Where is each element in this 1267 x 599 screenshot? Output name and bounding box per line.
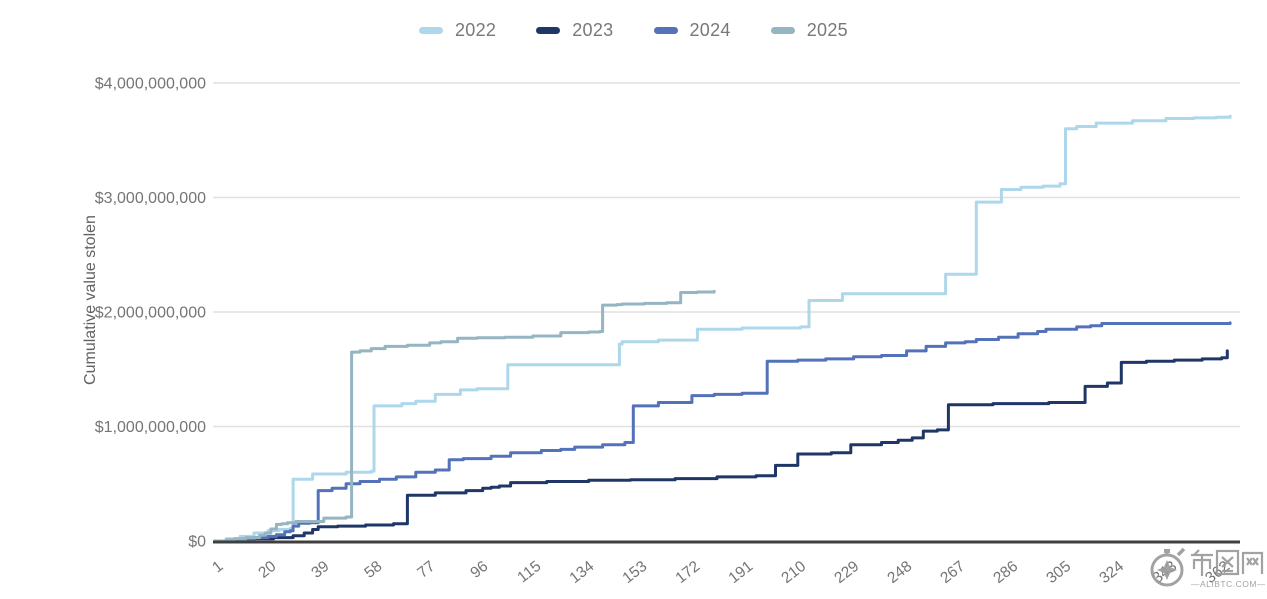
series-line-2025 [213,289,716,543]
x-tick-label: 115 [514,558,544,587]
x-tick-label: 248 [884,558,915,587]
legend-item-2022[interactable]: 2022 [419,20,496,41]
x-tick-label: 20 [255,558,279,582]
x-tick-label: 267 [937,558,968,587]
x-tick-label: 191 [725,558,756,587]
x-tick-label: 324 [1096,558,1127,588]
gridlines [213,82,1240,428]
x-tick-labels: 1 20 39 58 77 96 115 134 153 172 191 210 229 248 267 28… [209,558,1233,588]
y-tick-label: $3,000,000,000 [95,190,206,207]
legend-swatch-2022 [419,27,443,34]
x-tick-label: 1 [209,558,226,577]
legend-swatch-2024 [653,27,678,34]
x-tick-label: 229 [831,558,862,587]
y-tick-label: $4,000,000,000 [95,76,206,93]
y-tick-labels: $0 $1,000,000,000 $2,000,000,000 $3,000,000… [95,76,206,551]
x-tick-label: 96 [467,558,491,582]
y-axis-title-text: Cumulative value stolen [81,214,99,385]
x-tick-label: 153 [619,558,650,587]
legend-label-2024: 2024 [689,20,731,40]
legend-swatch-2025 [770,27,795,34]
watermark-url: —ALIBTC.COM— [1191,579,1265,589]
x-tick-label: 305 [1043,558,1074,587]
x-tick-label: 39 [308,558,332,582]
watermark-star [1157,560,1177,580]
x-tick-label: 134 [566,558,597,588]
x-tick-label: 77 [414,558,438,582]
legend-label-2022: 2022 [455,20,497,40]
watermark-stopwatch-icon [1150,547,1186,587]
x-tick-label: 172 [672,558,703,587]
y-tick-label: $1,000,000,000 [95,419,206,436]
series-line-2023 [213,349,1229,543]
legend-label-2025: 2025 [806,20,848,40]
x-tick-label: 210 [778,558,809,588]
y-axis-title: Cumulative value stolen [6,0,176,599]
watermark-logo: —ALIBTC.COM— [1150,547,1265,589]
legend-item-2023[interactable]: 2023 [536,20,613,41]
legend-item-2024[interactable]: 2024 [653,20,731,41]
legend-label-2023: 2023 [572,20,614,40]
x-tick-label: 286 [990,558,1021,587]
watermark: —ALIBTC.COM— [1143,538,1265,597]
legend-item-2025[interactable]: 2025 [770,20,848,41]
legend: 2022 2023 2024 2025 [0,20,1267,41]
series-line-2024 [213,321,1232,543]
y-tick-label: $0 [188,534,206,551]
legend-swatch-2023 [536,27,561,34]
series-lines [213,114,1232,543]
x-tick-label: 58 [361,558,385,582]
y-tick-label: $2,000,000,000 [95,305,206,322]
watermark-cjk-glyphs [1191,549,1264,576]
